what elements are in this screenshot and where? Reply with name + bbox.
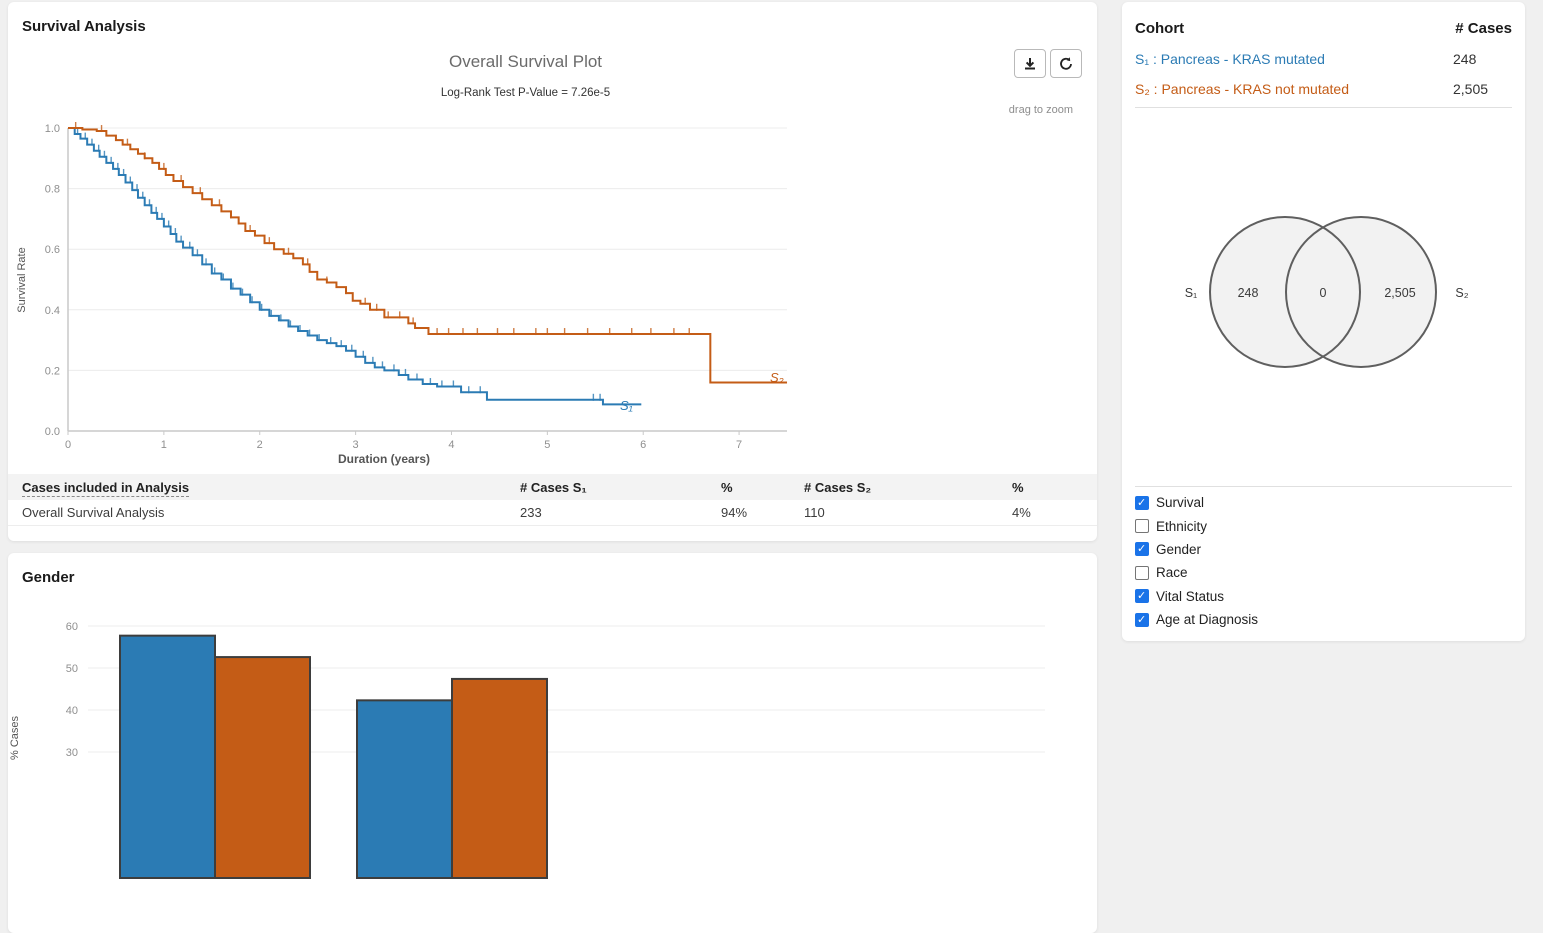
checkbox-gender[interactable] xyxy=(1135,542,1149,557)
filter-survival: Survival xyxy=(1135,491,1258,514)
svg-text:0: 0 xyxy=(65,439,71,451)
venn-s1-only-count: 248 xyxy=(1238,286,1259,300)
filter-label: Age at Diagnosis xyxy=(1156,612,1259,628)
reset-zoom-button[interactable] xyxy=(1050,49,1082,78)
cohort-link-s1[interactable]: S₁ : Pancreas - KRAS mutated 248 xyxy=(1135,51,1512,67)
svg-text:6: 6 xyxy=(640,439,646,451)
svg-text:Survival Rate: Survival Rate xyxy=(16,247,28,312)
svg-text:0.8: 0.8 xyxy=(45,184,60,196)
cohort-panel: Cohort # Cases S₁ : Pancreas - KRAS muta… xyxy=(1122,2,1525,641)
svg-text:5: 5 xyxy=(544,439,550,451)
filter-gender: Gender xyxy=(1135,538,1258,561)
cohort-s1-count: 248 xyxy=(1453,51,1477,67)
survival-panel-title: Survival Analysis xyxy=(22,18,146,35)
drag-to-zoom-hint: drag to zoom xyxy=(1008,104,1073,116)
checkbox-vital-status[interactable] xyxy=(1135,589,1149,604)
svg-text:0.6: 0.6 xyxy=(45,244,60,256)
checkbox-survival[interactable] xyxy=(1135,495,1149,510)
row-cases-s1: 233 xyxy=(520,505,542,520)
svg-text:0.4: 0.4 xyxy=(45,305,60,317)
cohort-s2-count: 2,505 xyxy=(1453,81,1489,97)
filter-label: Survival xyxy=(1156,495,1205,511)
analysis-filter-list: Survival Ethnicity Gender Race Vital Sta… xyxy=(1135,491,1258,631)
svg-text:S₂: S₂ xyxy=(770,370,784,385)
filter-age-at-diagnosis: Age at Diagnosis xyxy=(1135,608,1258,631)
cases-included-table: Cases included in Analysis # Cases S₁ % … xyxy=(8,474,1097,526)
svg-text:1.0: 1.0 xyxy=(45,123,60,135)
svg-text:S₁: S₁ xyxy=(620,398,633,413)
row-cases-s2: 110 xyxy=(804,505,825,520)
table-header-cases-s2: # Cases S₂ xyxy=(804,479,872,495)
row-pct-s1: 94% xyxy=(721,505,748,520)
checkbox-age-at-diagnosis[interactable] xyxy=(1135,612,1149,627)
svg-text:40: 40 xyxy=(66,705,78,717)
gender-panel-title: Gender xyxy=(22,569,75,586)
overall-survival-plot[interactable]: 0.0 0.2 0.4 0.6 0.8 1.0 0 1 2 3 4 5 6 7 Duration (year… xyxy=(8,108,1089,474)
table-header-cases-s1: # Cases S₁ xyxy=(520,479,587,495)
svg-text:4: 4 xyxy=(448,439,454,451)
row-pct-s2: 4% xyxy=(1012,505,1031,520)
table-header-cases-included[interactable]: Cases included in Analysis xyxy=(22,479,190,497)
filter-label: Race xyxy=(1156,565,1188,581)
cohort-title: Cohort xyxy=(1135,20,1185,37)
download-button[interactable] xyxy=(1014,49,1046,78)
plot-title: Overall Survival Plot xyxy=(448,52,603,71)
plot-header: Overall Survival Plot Log-Rank Test P-Va… xyxy=(8,2,1043,99)
logrank-pvalue: Log-Rank Test P-Value = 7.26e-5 xyxy=(440,87,611,99)
venn-s2-label: S₂ xyxy=(1455,286,1468,300)
table-header-pct-s1: % xyxy=(721,479,733,495)
svg-text:0.2: 0.2 xyxy=(45,365,60,377)
divider xyxy=(1135,486,1512,487)
survival-analysis-panel: Survival Analysis Overall Survival Plot … xyxy=(8,2,1097,541)
filter-label: Gender xyxy=(1156,541,1202,557)
gender-bar-chart: 60 50 40 30 % Cases xyxy=(9,621,1045,879)
filter-ethnicity: Ethnicity xyxy=(1135,514,1258,537)
table-header-pct-s2: % xyxy=(1012,479,1024,495)
svg-text:50: 50 xyxy=(66,663,78,675)
gender-panel: Gender 60 50 40 30 % Cases xyxy=(8,553,1097,933)
svg-text:1: 1 xyxy=(161,439,167,451)
venn-s2-only-count: 2,505 xyxy=(1384,286,1415,300)
svg-text:7: 7 xyxy=(736,439,742,451)
table-row: Overall Survival Analysis 233 94% 110 4% xyxy=(8,500,1097,526)
table-header-row: Cases included in Analysis # Cases S₁ % … xyxy=(8,474,1097,500)
filter-race: Race xyxy=(1135,561,1258,584)
cohort-s1-label[interactable]: S₁ : Pancreas - KRAS mutated xyxy=(1135,51,1325,67)
venn-s1-label: S₁ xyxy=(1185,286,1198,300)
cohort-venn-diagram[interactable]: S₁ 248 0 2,505 S₂ xyxy=(1122,110,1525,482)
svg-text:30: 30 xyxy=(66,747,78,759)
svg-text:% Cases: % Cases xyxy=(9,715,21,760)
svg-text:3: 3 xyxy=(353,439,359,451)
checkbox-race[interactable] xyxy=(1135,565,1149,580)
divider xyxy=(1135,107,1512,108)
venn-intersection-count: 0 xyxy=(1320,286,1327,300)
filter-label: Ethnicity xyxy=(1156,518,1208,534)
checkbox-ethnicity[interactable] xyxy=(1135,519,1149,534)
cohort-link-s2[interactable]: S₂ : Pancreas - KRAS not mutated 2,505 xyxy=(1135,81,1512,97)
svg-text:2: 2 xyxy=(257,439,263,451)
svg-text:0.0: 0.0 xyxy=(45,426,60,438)
filter-label: Vital Status xyxy=(1156,588,1225,604)
row-analysis-name: Overall Survival Analysis xyxy=(22,505,165,520)
download-icon xyxy=(1025,57,1035,69)
reset-icon xyxy=(1060,56,1072,70)
cohort-cases-header: # Cases xyxy=(1455,20,1512,37)
svg-text:60: 60 xyxy=(66,621,78,633)
cohort-s2-label[interactable]: S₂ : Pancreas - KRAS not mutated xyxy=(1135,81,1349,97)
filter-vital-status: Vital Status xyxy=(1135,585,1258,608)
svg-text:Duration (years): Duration (years) xyxy=(338,452,430,466)
